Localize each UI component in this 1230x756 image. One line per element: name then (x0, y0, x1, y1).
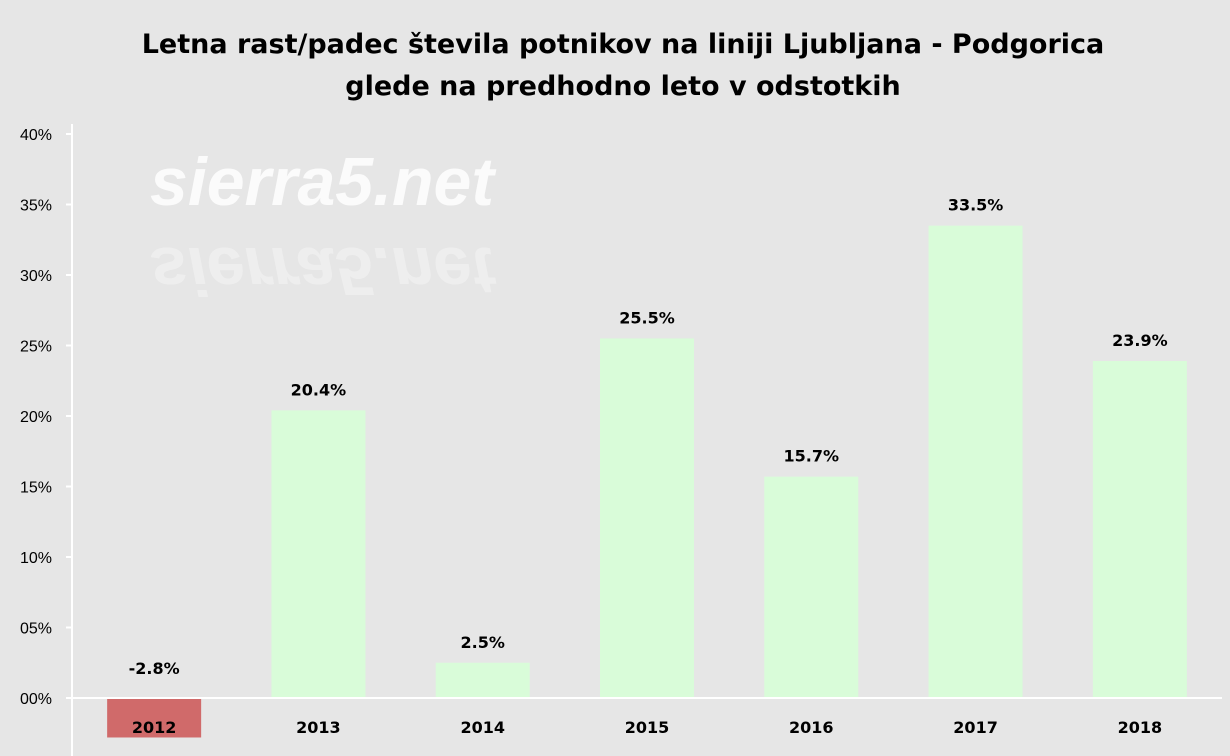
y-tick-label: 10% (20, 550, 52, 567)
bar-2018 (1092, 361, 1187, 698)
data-label-2015: 25.5% (619, 308, 675, 327)
bars (107, 225, 1187, 738)
y-tick-label: 00% (20, 691, 52, 708)
y-tick-label: 15% (20, 480, 52, 497)
bar-2015 (600, 338, 694, 698)
x-tick-label-2017: 2017 (953, 718, 998, 737)
x-tick-label-2014: 2014 (460, 718, 505, 737)
y-tick-label: 35% (20, 198, 52, 215)
data-label-2018: 23.9% (1112, 331, 1168, 350)
x-axis: 2012 2013 2014 2015 2016 2017 2018 (72, 697, 1222, 737)
watermark: sierra5.net sierra5.net (150, 144, 496, 309)
y-tick-label: 30% (20, 268, 52, 285)
x-tick-label-2016: 2016 (789, 718, 834, 737)
bar-2012 (107, 698, 202, 738)
chart-title-line-1: Letna rast/padec števila potnikov na lin… (142, 29, 1105, 60)
bar-2014 (435, 662, 530, 698)
data-label-2014: 2.5% (461, 633, 505, 652)
y-tick-label: 25% (20, 339, 52, 356)
data-label-2012: -2.8% (129, 659, 180, 678)
x-tick-label-2012: 2012 (132, 718, 177, 737)
y-axis: 00% 05% 10% 15% 20% 25% 30% 35% 40% (20, 124, 73, 756)
data-label-2016: 15.7% (784, 447, 840, 466)
chart-title-line-2: glede na predhodno leto v odstotkih (345, 71, 901, 102)
watermark-reflection: sierra5.net (150, 233, 496, 309)
bar-2016 (764, 476, 859, 698)
x-tick-label-2015: 2015 (625, 718, 670, 737)
y-tick-label: 20% (20, 409, 52, 426)
y-tick-label: 05% (20, 621, 52, 638)
y-tick-label: 40% (20, 127, 52, 144)
data-labels: -2.8% 20.4% 2.5% 25.5% 15.7% 33.5% 23.9% (129, 196, 1168, 678)
x-tick-label-2018: 2018 (1118, 718, 1163, 737)
data-label-2013: 20.4% (291, 380, 347, 399)
bar-2013 (271, 410, 366, 698)
x-tick-label-2013: 2013 (296, 718, 341, 737)
data-label-2017: 33.5% (948, 196, 1004, 215)
bar-2017 (928, 225, 1023, 698)
watermark-text: sierra5.net (150, 144, 496, 220)
